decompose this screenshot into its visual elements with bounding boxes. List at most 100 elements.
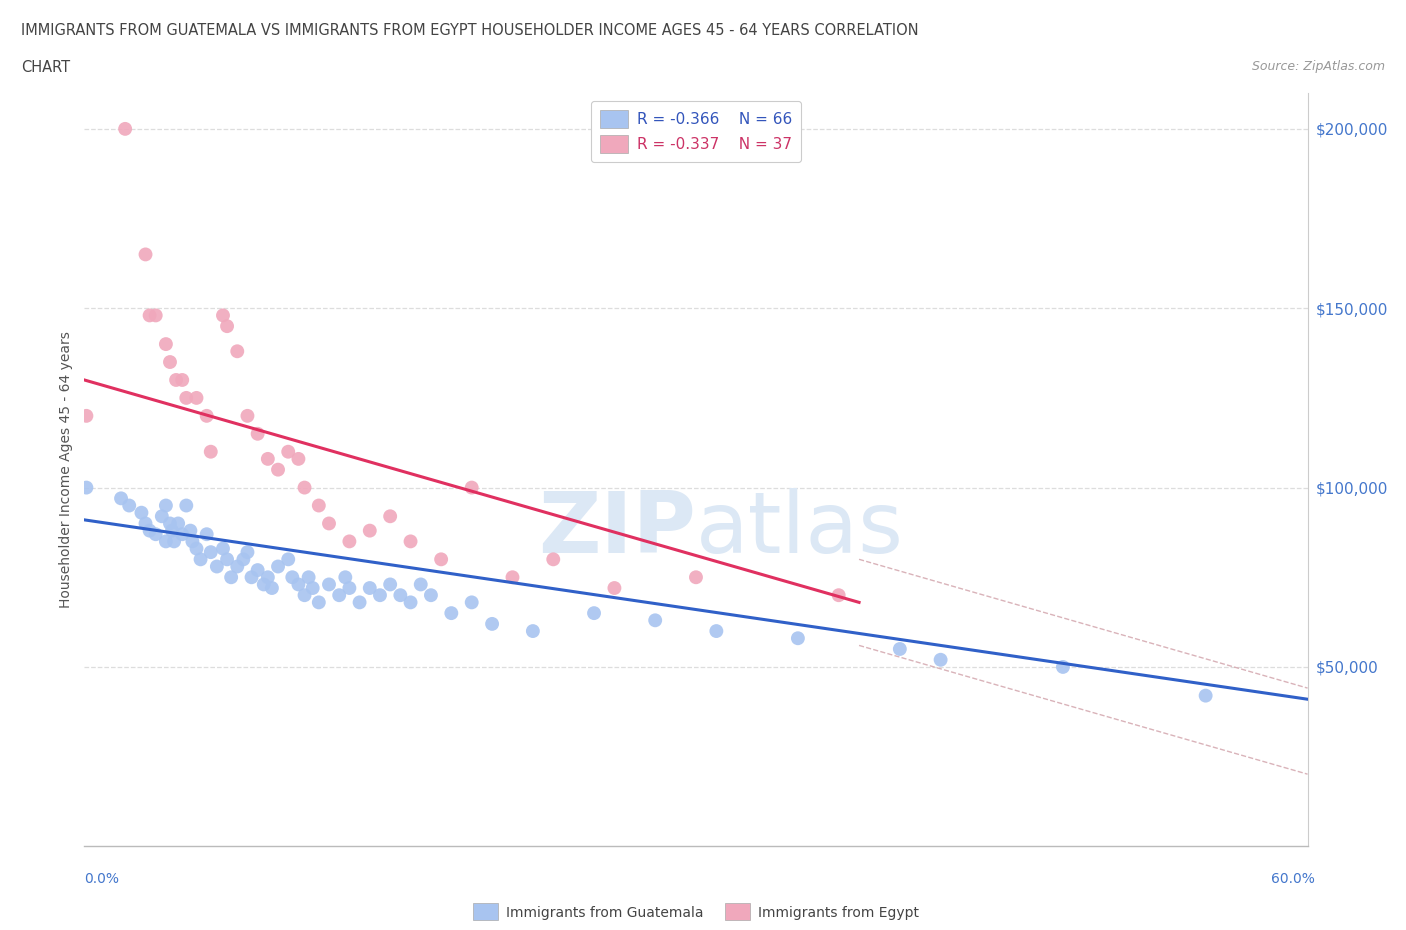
Text: 60.0%: 60.0% <box>1271 872 1315 886</box>
Point <box>186 541 208 556</box>
Point <box>461 595 484 610</box>
Text: ZIP: ZIP <box>538 488 696 571</box>
Point <box>430 551 453 566</box>
Legend: Immigrants from Guatemala, Immigrants from Egypt: Immigrants from Guatemala, Immigrants fr… <box>467 898 925 926</box>
Point <box>644 613 666 628</box>
Point <box>1195 688 1218 703</box>
Point <box>217 551 239 566</box>
Point <box>287 451 309 466</box>
Point <box>257 570 280 585</box>
Point <box>159 516 181 531</box>
Point <box>889 642 911 657</box>
Point <box>240 570 263 585</box>
Point <box>461 480 484 495</box>
Point <box>179 524 201 538</box>
Point <box>308 595 330 610</box>
Point <box>145 526 167 541</box>
Point <box>399 534 422 549</box>
Point <box>582 605 605 620</box>
Point <box>827 588 849 603</box>
Point <box>1052 659 1074 674</box>
Point <box>114 122 136 137</box>
Point <box>929 652 952 667</box>
Point <box>409 577 432 591</box>
Point <box>389 588 412 603</box>
Point <box>328 588 350 603</box>
Point <box>543 551 565 566</box>
Text: IMMIGRANTS FROM GUATEMALA VS IMMIGRANTS FROM EGYPT HOUSEHOLDER INCOME AGES 45 - : IMMIGRANTS FROM GUATEMALA VS IMMIGRANTS … <box>21 23 918 38</box>
Point <box>267 559 290 574</box>
Point <box>160 524 183 538</box>
Point <box>236 408 259 423</box>
Point <box>318 577 340 591</box>
Point <box>212 541 235 556</box>
Point <box>150 509 173 524</box>
Point <box>420 588 443 603</box>
Text: atlas: atlas <box>696 488 904 571</box>
Point <box>138 308 160 323</box>
Text: Source: ZipAtlas.com: Source: ZipAtlas.com <box>1251 60 1385 73</box>
Point <box>603 580 626 595</box>
Point <box>190 551 212 566</box>
Point <box>167 516 190 531</box>
Point <box>172 373 194 388</box>
Point <box>298 570 321 585</box>
Point <box>145 308 167 323</box>
Point <box>318 516 340 531</box>
Point <box>138 524 160 538</box>
Point <box>155 337 177 352</box>
Point <box>260 580 283 595</box>
Point <box>200 445 222 459</box>
Point <box>301 580 323 595</box>
Point <box>380 577 402 591</box>
Point <box>75 480 97 495</box>
Point <box>704 624 728 639</box>
Point <box>281 570 304 585</box>
Point <box>380 509 402 524</box>
Point <box>359 580 381 595</box>
Point <box>308 498 330 513</box>
Point <box>294 588 316 603</box>
Point <box>294 480 316 495</box>
Point <box>200 545 222 560</box>
Text: 0.0%: 0.0% <box>84 872 120 886</box>
Point <box>195 526 218 541</box>
Point <box>110 68 132 83</box>
Point <box>349 595 371 610</box>
Point <box>155 534 177 549</box>
Point <box>287 577 309 591</box>
Point <box>135 516 157 531</box>
Point <box>232 551 254 566</box>
Point <box>246 426 269 441</box>
Point <box>277 445 299 459</box>
Point <box>787 631 810 645</box>
Point <box>135 247 157 262</box>
Point <box>359 524 381 538</box>
Point <box>217 319 239 334</box>
Point <box>163 534 186 549</box>
Point <box>155 498 177 513</box>
Point <box>174 498 197 513</box>
Point <box>339 580 360 595</box>
Point <box>522 624 544 639</box>
Point <box>267 462 290 477</box>
Point <box>226 344 249 359</box>
Point <box>110 491 132 506</box>
Point <box>181 534 204 549</box>
Point <box>165 373 187 388</box>
Point <box>212 308 235 323</box>
Point <box>219 570 242 585</box>
Point <box>339 534 360 549</box>
Point <box>368 588 391 603</box>
Point <box>253 577 276 591</box>
Point <box>226 559 249 574</box>
Point <box>481 617 503 631</box>
Point <box>335 570 357 585</box>
Point <box>246 563 269 578</box>
Point <box>195 408 218 423</box>
Text: CHART: CHART <box>21 60 70 75</box>
Point <box>131 505 153 520</box>
Point <box>159 354 181 369</box>
Point <box>277 551 299 566</box>
Point <box>440 605 463 620</box>
